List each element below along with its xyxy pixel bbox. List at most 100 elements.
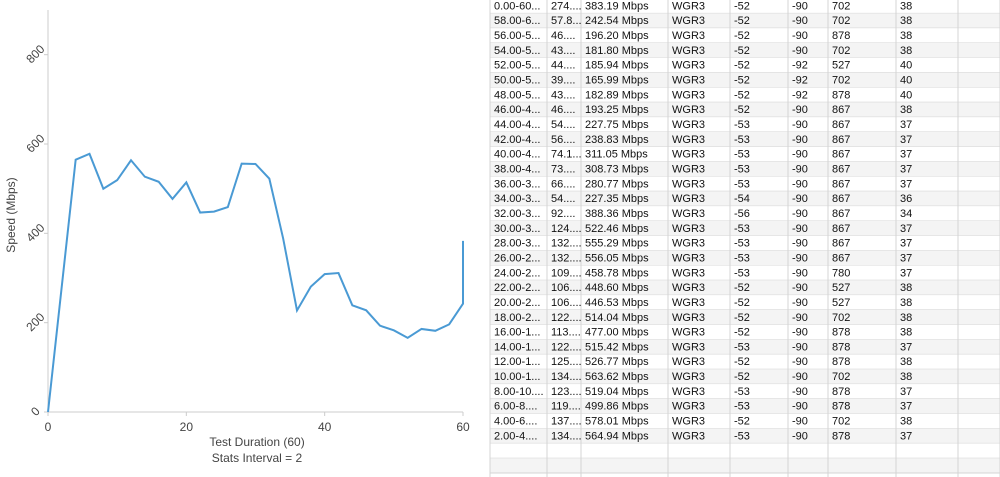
table-cell: 38.00-4... (494, 163, 540, 175)
table-cell: 132.... (551, 252, 582, 264)
table-cell: 39.... (551, 74, 575, 86)
table-cell: 22.00-2... (494, 282, 540, 294)
table-cell: WGR3 (672, 89, 705, 101)
table-cell: 52.00-5... (494, 60, 540, 72)
table-cell: 37 (900, 252, 912, 264)
table-cell: -92 (792, 89, 808, 101)
table-cell: 46.... (551, 104, 575, 116)
table-cell: 527 (832, 60, 850, 72)
table-cell: 32.00-3... (494, 208, 540, 220)
table-cell: 37 (900, 119, 912, 131)
table-row-bg (490, 57, 1000, 73)
table-cell: 522.46 Mbps (585, 223, 649, 235)
table-cell: 515.42 Mbps (585, 341, 649, 353)
table-row-bg (490, 87, 1000, 103)
table-cell: 867 (832, 104, 850, 116)
table-cell: WGR3 (672, 341, 705, 353)
table-cell: 514.04 Mbps (585, 312, 649, 324)
table-cell: 106.... (551, 297, 582, 309)
table-cell: 44.00-4... (494, 119, 540, 131)
x-tick-label: 60 (456, 420, 470, 434)
table-cell: 18.00-2... (494, 312, 540, 324)
table-cell: 26.00-2... (494, 252, 540, 264)
table-cell: 867 (832, 149, 850, 161)
table-cell: 40.00-4... (494, 149, 540, 161)
table-cell: 238.83 Mbps (585, 134, 649, 146)
table-cell: 527 (832, 282, 850, 294)
table-cell: -53 (734, 401, 750, 413)
table-cell: 113.... (551, 327, 581, 339)
table-cell: 878 (832, 89, 850, 101)
table-cell: -90 (792, 223, 808, 235)
table-cell: 37 (900, 134, 912, 146)
table-cell: 36.00-3... (494, 178, 540, 190)
y-tick-label: 400 (23, 220, 47, 244)
table-cell: 46.... (551, 30, 575, 42)
y-tick-label: 800 (23, 42, 47, 66)
table-cell: 48.00-5... (494, 89, 540, 101)
table-cell: 448.60 Mbps (585, 282, 649, 294)
table-cell: WGR3 (672, 327, 705, 339)
table-cell: 28.00-3... (494, 238, 540, 250)
table-row-bg (490, 324, 1000, 340)
table-cell: 388.36 Mbps (585, 208, 649, 220)
table-cell: 878 (832, 30, 850, 42)
table-cell: -90 (792, 149, 808, 161)
table: 0.00-60... 274.... 383.19 Mbps WGR3 -52 -90 70… (489, 0, 1000, 477)
table-cell: 37 (900, 238, 912, 250)
table-cell: WGR3 (672, 104, 705, 116)
table-cell: 16.00-1... (494, 327, 540, 339)
table-cell: 702 (832, 371, 850, 383)
table-cell: -90 (792, 341, 808, 353)
table-row-bg (490, 369, 1000, 385)
x-tick-label: 20 (180, 420, 194, 434)
table-cell: 578.01 Mbps (585, 416, 649, 428)
table-cell: 780 (832, 267, 850, 279)
table-cell: -90 (792, 104, 808, 116)
table-cell: 37 (900, 267, 912, 279)
table-cell: 37 (900, 386, 912, 398)
table-row-bg (490, 354, 1000, 370)
table-cell: WGR3 (672, 356, 705, 368)
table-cell: 43.... (551, 45, 575, 57)
table-cell: 38 (900, 416, 912, 428)
table-cell: 446.53 Mbps (585, 297, 649, 309)
table-cell: 34 (900, 208, 912, 220)
table-row-bg (490, 13, 1000, 29)
table-cell: 14.00-1... (494, 341, 540, 353)
table-cell: 38 (900, 297, 912, 309)
table-row-bg (490, 0, 1000, 14)
table-row-bg (490, 220, 1000, 236)
table-cell: WGR3 (672, 74, 705, 86)
table-cell: -90 (792, 238, 808, 250)
table-cell: 123.... (551, 386, 582, 398)
table-cell: 311.05 Mbps (585, 149, 648, 161)
table-cell: -52 (734, 356, 750, 368)
table-cell: 132.... (551, 238, 582, 250)
table-cell: WGR3 (672, 252, 705, 264)
table-cell: 0.00-60... (494, 0, 540, 12)
x-axis-title: Test Duration (60) (209, 435, 304, 449)
table-cell: 134.... (551, 430, 582, 442)
table-cell: 867 (832, 252, 850, 264)
table-row-bg (490, 250, 1000, 266)
table-cell: 227.35 Mbps (585, 193, 649, 205)
table-cell: -53 (734, 430, 750, 442)
table-cell: 37 (900, 163, 912, 175)
table-cell: -54 (734, 193, 750, 205)
table-cell: WGR3 (672, 149, 705, 161)
table-row-bg (490, 191, 1000, 207)
table-cell: -90 (792, 0, 808, 12)
table-cell: -52 (734, 282, 750, 294)
table-cell: -90 (792, 252, 808, 264)
table-cell: 274.... (551, 0, 582, 12)
table-cell: -90 (792, 430, 808, 442)
table-cell: WGR3 (672, 45, 705, 57)
table-cell: -53 (734, 163, 750, 175)
table-cell: 119.... (551, 401, 581, 413)
table-cell: 555.29 Mbps (585, 238, 649, 250)
table-cell: 92.... (551, 208, 575, 220)
table-cell: 185.94 Mbps (585, 60, 649, 72)
